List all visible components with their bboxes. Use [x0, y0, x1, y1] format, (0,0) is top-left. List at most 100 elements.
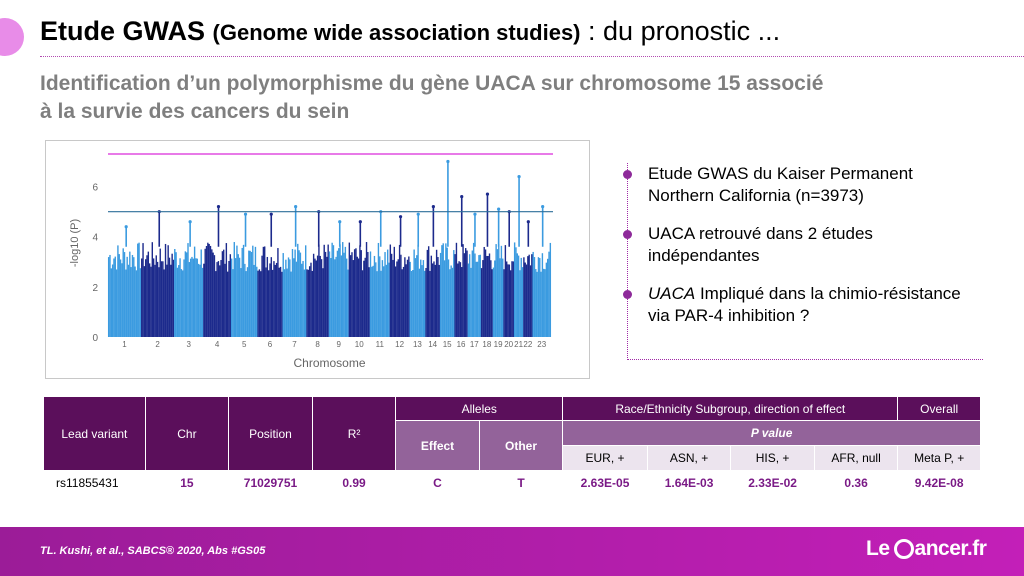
data-column — [519, 270, 521, 337]
data-column — [208, 243, 210, 337]
data-column — [114, 256, 116, 337]
data-column — [476, 261, 479, 337]
data-column — [386, 249, 389, 337]
data-column — [246, 267, 249, 337]
peak-point — [541, 205, 545, 209]
page-subtitle: Identification d’un polymorphisme du gèn… — [40, 70, 823, 126]
data-column — [433, 261, 435, 337]
data-column — [406, 259, 409, 337]
data-column — [265, 267, 267, 337]
data-column — [365, 242, 368, 337]
data-column — [474, 253, 476, 337]
data-column — [151, 242, 153, 337]
data-column — [301, 263, 303, 337]
data-column — [421, 265, 423, 337]
data-column — [443, 260, 446, 337]
data-column — [176, 267, 179, 337]
data-column — [211, 249, 213, 337]
header-overall: Overall — [897, 396, 981, 421]
data-column — [304, 245, 307, 337]
data-column — [424, 270, 426, 337]
data-column — [326, 256, 328, 337]
data-column — [507, 264, 509, 337]
data-column — [203, 263, 205, 337]
data-column — [381, 260, 384, 337]
data-column — [117, 245, 119, 337]
bullet-gene-name: UACA — [648, 284, 696, 303]
data-column — [318, 244, 320, 337]
data-column — [364, 257, 366, 337]
data-column — [328, 251, 331, 337]
data-column — [353, 249, 356, 337]
peak-point — [497, 207, 501, 211]
x-tick-label: 7 — [292, 340, 297, 349]
data-column — [468, 254, 471, 337]
data-column — [532, 251, 534, 337]
data-column — [139, 268, 142, 337]
data-column — [182, 270, 184, 337]
data-column — [347, 269, 349, 337]
data-column — [492, 267, 495, 337]
data-column — [232, 269, 234, 337]
data-column — [240, 268, 242, 337]
data-column — [405, 264, 407, 337]
data-column — [252, 245, 254, 337]
data-column — [472, 242, 475, 337]
data-column — [471, 250, 474, 337]
data-column — [480, 268, 483, 337]
peak-point — [517, 174, 521, 179]
data-column — [197, 263, 200, 337]
data-column — [430, 255, 433, 337]
data-column — [511, 261, 513, 337]
data-column — [546, 258, 549, 337]
header-other: Other — [478, 420, 564, 471]
data-column — [420, 259, 422, 337]
peak-point — [124, 225, 128, 229]
data-column — [475, 261, 477, 337]
data-column — [238, 257, 241, 337]
y-tick-label: 6 — [92, 183, 98, 194]
data-column — [467, 263, 470, 337]
data-column — [273, 261, 275, 337]
data-column — [220, 259, 222, 337]
data-column — [343, 252, 345, 337]
data-column — [195, 258, 197, 337]
data-column — [516, 253, 518, 337]
data-column — [412, 270, 414, 337]
subtitle-line-2: à la survie des cancers du sein — [40, 100, 350, 123]
data-column — [437, 257, 439, 337]
data-column — [138, 242, 140, 337]
data-column — [336, 250, 339, 337]
data-column — [125, 269, 127, 337]
x-tick-label: 1 — [122, 340, 127, 349]
cell-his: 2.33E-02 — [730, 470, 815, 496]
bullet-dot-icon — [623, 230, 632, 239]
data-column — [345, 258, 348, 337]
data-column — [174, 248, 176, 337]
cell-afr: 0.36 — [813, 470, 899, 496]
data-column — [143, 266, 146, 337]
peak-point — [446, 159, 450, 164]
data-column — [355, 248, 357, 337]
data-column — [446, 247, 448, 337]
data-column — [216, 262, 218, 337]
data-column — [401, 269, 403, 337]
x-tick-label: 4 — [215, 340, 220, 349]
data-column — [257, 270, 259, 337]
data-column — [331, 242, 333, 337]
data-column — [416, 255, 418, 337]
page-title: Etude GWAS (Genome wide association stud… — [40, 16, 780, 47]
peak-point — [294, 205, 298, 209]
data-column — [537, 257, 540, 337]
data-column — [451, 267, 454, 337]
data-column — [278, 267, 280, 337]
data-column — [447, 259, 450, 337]
data-column — [418, 268, 421, 337]
data-column — [487, 255, 489, 337]
subheader-his: HIS, + — [730, 445, 815, 471]
data-column — [226, 271, 229, 337]
x-tick-label: 17 — [470, 340, 479, 349]
x-axis-label: Chromosome — [293, 356, 365, 370]
data-column — [466, 250, 468, 337]
data-column — [445, 243, 447, 337]
